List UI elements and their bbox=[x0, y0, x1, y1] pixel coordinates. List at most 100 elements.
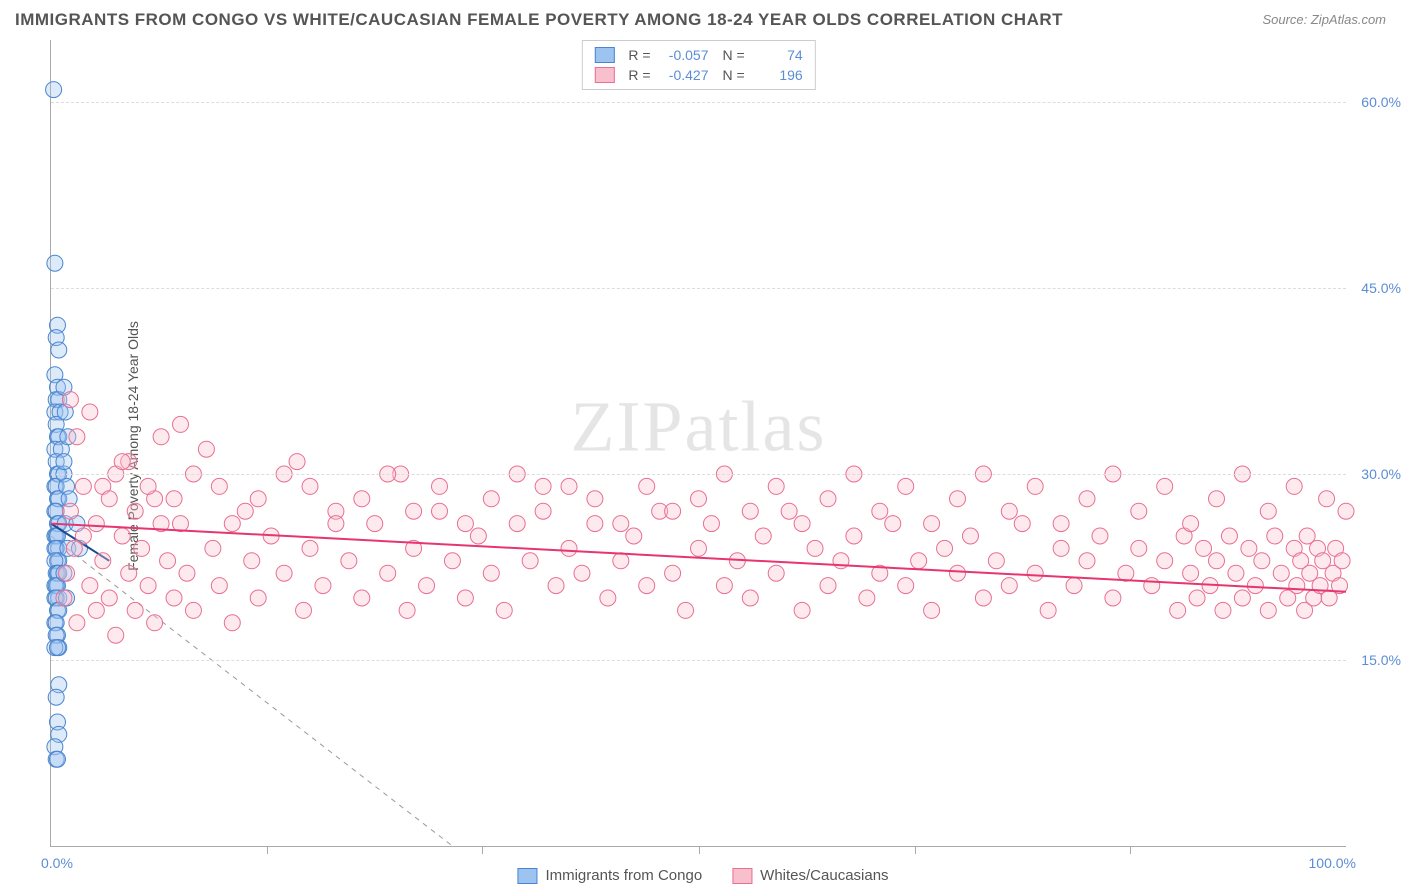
data-point bbox=[56, 454, 72, 470]
n-value-0: 74 bbox=[753, 47, 803, 63]
data-point bbox=[1001, 503, 1017, 519]
swatch-series-0 bbox=[594, 47, 614, 63]
data-point bbox=[166, 590, 182, 606]
data-point bbox=[1334, 553, 1350, 569]
data-point bbox=[101, 491, 117, 507]
data-point bbox=[1157, 478, 1173, 494]
data-point bbox=[639, 578, 655, 594]
data-point bbox=[924, 602, 940, 618]
data-point bbox=[509, 516, 525, 532]
data-point bbox=[988, 553, 1004, 569]
data-point bbox=[59, 565, 75, 581]
legend-label-0: Immigrants from Congo bbox=[545, 867, 702, 884]
chart-title: IMMIGRANTS FROM CONGO VS WHITE/CAUCASIAN… bbox=[15, 10, 1063, 30]
data-point bbox=[522, 553, 538, 569]
r-label: R = bbox=[628, 67, 650, 83]
data-point bbox=[62, 392, 78, 408]
data-point bbox=[69, 615, 85, 631]
data-point bbox=[457, 516, 473, 532]
data-point bbox=[820, 491, 836, 507]
scatter-plot-svg bbox=[51, 40, 1346, 846]
data-point bbox=[250, 590, 266, 606]
data-point bbox=[211, 478, 227, 494]
data-point bbox=[691, 491, 707, 507]
data-point bbox=[548, 578, 564, 594]
data-point bbox=[179, 565, 195, 581]
data-point bbox=[1183, 565, 1199, 581]
data-point bbox=[626, 528, 642, 544]
data-point bbox=[380, 565, 396, 581]
data-point bbox=[1209, 491, 1225, 507]
data-point bbox=[1001, 578, 1017, 594]
data-point bbox=[1215, 602, 1231, 618]
data-point bbox=[48, 689, 64, 705]
data-point bbox=[794, 516, 810, 532]
data-point bbox=[244, 553, 260, 569]
data-point bbox=[88, 516, 104, 532]
data-point bbox=[561, 540, 577, 556]
data-point bbox=[1209, 553, 1225, 569]
data-point bbox=[898, 578, 914, 594]
data-point bbox=[1289, 578, 1305, 594]
swatch-icon bbox=[517, 868, 537, 884]
data-point bbox=[1183, 516, 1199, 532]
data-point bbox=[185, 602, 201, 618]
data-point bbox=[1053, 516, 1069, 532]
data-point bbox=[535, 478, 551, 494]
data-point bbox=[1260, 602, 1276, 618]
data-point bbox=[198, 441, 214, 457]
data-point bbox=[1189, 590, 1205, 606]
gridline bbox=[51, 102, 1346, 103]
data-point bbox=[1157, 553, 1173, 569]
data-point bbox=[1234, 590, 1250, 606]
data-point bbox=[47, 255, 63, 271]
data-point bbox=[678, 602, 694, 618]
x-axis-max-label: 100.0% bbox=[1309, 855, 1356, 871]
legend-item-1: Whites/Caucasians bbox=[732, 867, 888, 884]
data-point bbox=[1273, 565, 1289, 581]
data-point bbox=[1196, 540, 1212, 556]
data-point bbox=[1079, 491, 1095, 507]
data-point bbox=[937, 540, 953, 556]
data-point bbox=[296, 602, 312, 618]
data-point bbox=[75, 478, 91, 494]
data-point bbox=[665, 503, 681, 519]
data-point bbox=[69, 429, 85, 445]
data-point bbox=[276, 565, 292, 581]
data-point bbox=[535, 503, 551, 519]
r-value-0: -0.057 bbox=[659, 47, 709, 63]
data-point bbox=[56, 590, 72, 606]
data-point bbox=[444, 553, 460, 569]
x-tick bbox=[482, 846, 483, 854]
data-point bbox=[483, 491, 499, 507]
data-point bbox=[898, 478, 914, 494]
n-label: N = bbox=[723, 67, 745, 83]
data-point bbox=[114, 454, 130, 470]
y-tick-label: 15.0% bbox=[1361, 652, 1401, 668]
data-point bbox=[807, 540, 823, 556]
data-point bbox=[885, 516, 901, 532]
data-point bbox=[846, 528, 862, 544]
data-point bbox=[101, 590, 117, 606]
data-point bbox=[302, 478, 318, 494]
x-tick bbox=[699, 846, 700, 854]
data-point bbox=[399, 602, 415, 618]
data-point bbox=[134, 540, 150, 556]
data-point bbox=[211, 578, 227, 594]
data-point bbox=[1221, 528, 1237, 544]
source-label: Source: ZipAtlas.com bbox=[1262, 12, 1386, 27]
data-point bbox=[62, 503, 78, 519]
data-point bbox=[1131, 540, 1147, 556]
data-point bbox=[962, 528, 978, 544]
y-tick-label: 60.0% bbox=[1361, 94, 1401, 110]
data-point bbox=[121, 565, 137, 581]
data-point bbox=[911, 553, 927, 569]
swatch-series-1 bbox=[594, 67, 614, 83]
data-point bbox=[639, 478, 655, 494]
data-point bbox=[82, 404, 98, 420]
chart-plot-area: R = -0.057 N = 74 R = -0.427 N = 196 ZIP… bbox=[50, 40, 1346, 847]
data-point bbox=[49, 751, 65, 767]
data-point bbox=[820, 578, 836, 594]
data-point bbox=[742, 503, 758, 519]
data-point bbox=[140, 578, 156, 594]
